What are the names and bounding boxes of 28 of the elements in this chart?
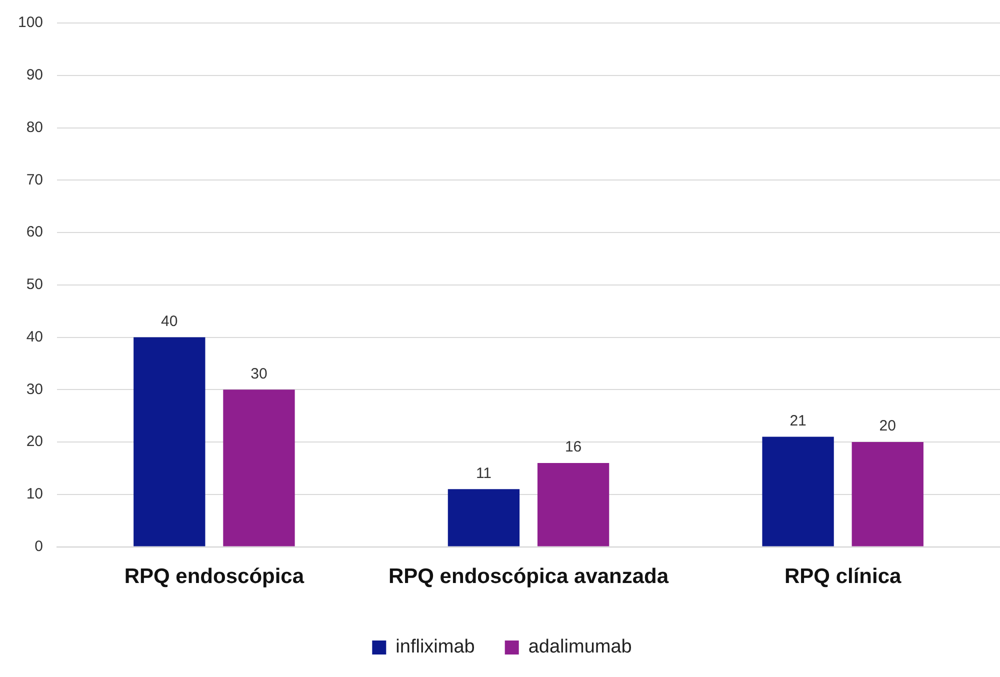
y-tick-label: 0 — [34, 538, 44, 555]
y-tick-label: 10 — [26, 486, 44, 503]
y-tick-label: 20 — [26, 433, 44, 450]
legend-label: infliximab — [396, 636, 475, 658]
data-label: 20 — [879, 418, 896, 435]
bar — [448, 489, 520, 546]
y-tick-label: 100 — [18, 14, 44, 32]
bar — [537, 462, 610, 546]
y-tick-label: 40 — [26, 328, 44, 346]
data-label: 30 — [250, 365, 268, 382]
x-tick-label: RPQ endoscópica — [124, 565, 304, 588]
bar — [223, 390, 295, 546]
data-label: 11 — [476, 464, 492, 482]
y-tick-label: 90 — [26, 66, 44, 84]
data-label: 21 — [790, 412, 806, 430]
bar — [852, 442, 924, 546]
y-tick-label: 30 — [26, 380, 44, 398]
bar — [134, 337, 206, 546]
y-tick-label: 80 — [26, 118, 44, 136]
x-tick-label: RPQ endoscópica avanzada — [388, 565, 669, 588]
y-tick-label: 60 — [26, 224, 44, 241]
data-label: 16 — [564, 438, 582, 456]
legend-label: adalimumab — [528, 636, 632, 658]
bar — [762, 436, 834, 546]
x-tick-label: RPQ clínica — [784, 565, 902, 588]
y-tick-label: 50 — [26, 276, 44, 294]
data-label: 40 — [161, 312, 178, 330]
y-tick-label: 70 — [26, 171, 44, 188]
